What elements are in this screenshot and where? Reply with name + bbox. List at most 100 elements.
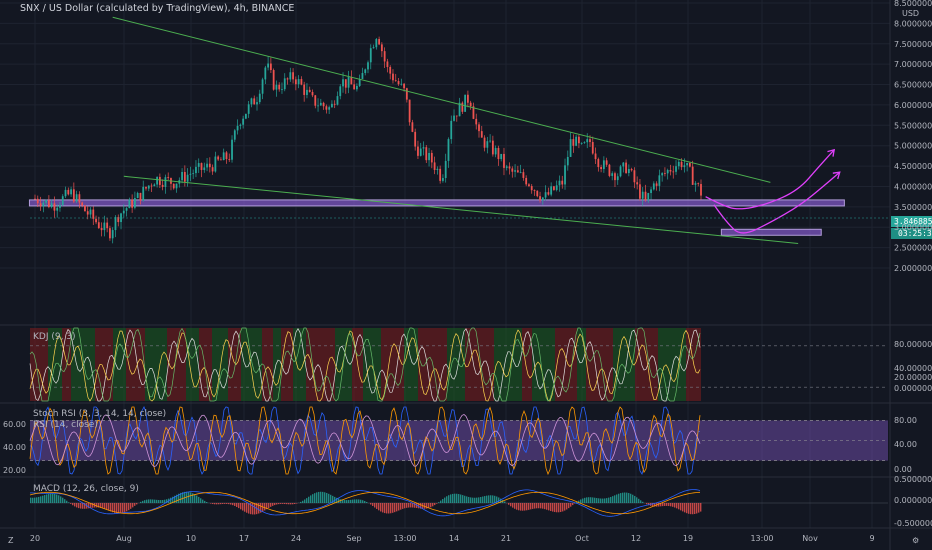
auto-scale-icon[interactable]: ⚙ (912, 536, 919, 545)
kdj-background-band (30, 328, 48, 401)
candle-body (519, 172, 522, 173)
projection-arrowhead (832, 171, 841, 180)
time-tick-label: 13:00 (393, 534, 416, 543)
macd-histogram-bar (490, 495, 492, 503)
projection-paths[interactable] (705, 148, 841, 234)
candle-body (627, 169, 630, 174)
macd-histogram-bar (486, 495, 488, 503)
macd-histogram-bar (148, 499, 150, 503)
macd-histogram-bar (218, 503, 220, 505)
candle-body (569, 139, 572, 157)
macd-histogram-bar (278, 503, 280, 505)
macd-histogram-bar (76, 503, 78, 508)
stoch-rsi-pane[interactable] (29, 406, 888, 476)
macd-histogram-bar (360, 499, 362, 503)
macd-histogram-bar (682, 503, 684, 512)
macd-histogram-bar (640, 500, 642, 503)
candle-body (356, 85, 358, 90)
macd-histogram-bar (288, 503, 290, 505)
macd-histogram-bar (80, 503, 82, 509)
candle-body (145, 186, 147, 189)
candle-body (672, 171, 675, 173)
macd-histogram-bar (678, 503, 680, 510)
macd-histogram-bar (42, 495, 44, 503)
macd-histogram-bar (226, 503, 228, 504)
candle-body (528, 184, 530, 187)
macd-histogram-bar (372, 503, 374, 506)
macd-histogram-bar (508, 503, 510, 505)
macd-histogram-bar (176, 494, 178, 503)
macd-histogram-bar (308, 496, 310, 503)
candle-body (533, 190, 536, 191)
macd-histogram-bar (204, 500, 206, 503)
candle-body (306, 89, 308, 95)
zoom-icon[interactable]: Z (8, 536, 14, 545)
kdj-axis-ticks: 80.000000 40.00000020.000000 0.000000 (894, 340, 932, 393)
macd-histogram-bar (152, 499, 154, 503)
macd-histogram-bar (270, 503, 272, 507)
macd-histogram-bar (294, 503, 296, 505)
candle-body (616, 176, 619, 181)
candle-body (261, 79, 264, 94)
candle-body (483, 137, 486, 148)
macd-histogram-bar (526, 503, 528, 511)
trendlines[interactable] (112, 16, 799, 245)
macd-histogram-bar (530, 503, 532, 510)
macd-histogram-bar (600, 498, 602, 503)
price-pane[interactable] (28, 16, 890, 245)
macd-histogram-bar (312, 494, 314, 503)
candle-body (186, 174, 189, 182)
time-axis-ticks[interactable]: 20 Aug 10 17 24 Sep 13:00 14 21 Oct 12 19 13:00 Nov 9 (30, 534, 875, 543)
candle-body (42, 202, 45, 207)
kdj-tick-label: 80.000000 (894, 340, 932, 349)
macd-histogram-bar (402, 503, 404, 509)
candle-body (380, 44, 383, 52)
macd-histogram-bar (100, 503, 102, 508)
candle-body (458, 102, 461, 117)
macd-histogram-bar (456, 493, 458, 503)
macd-histogram-bar (388, 503, 390, 514)
macd-histogram-bar (56, 494, 58, 503)
kdj-j-line (29, 327, 701, 402)
candle-body (211, 167, 214, 172)
macd-histogram-bar (376, 503, 378, 509)
candle-body (372, 47, 375, 49)
macd-histogram-bar (450, 494, 452, 503)
macd-histogram-bar (534, 503, 536, 509)
macd-histogram-bar (202, 499, 204, 503)
macd-histogram-bar (78, 503, 80, 509)
macd-histogram-bar (190, 492, 192, 503)
macd-histogram-bar (630, 493, 632, 503)
macd-histogram-bar (664, 503, 666, 506)
kdj-pane[interactable] (29, 327, 888, 402)
macd-histogram-bar (396, 503, 398, 512)
candle-body (47, 200, 50, 208)
macd-pane[interactable] (29, 489, 888, 517)
macd-histogram-bar (276, 503, 278, 505)
candle-body (192, 173, 195, 174)
candle-body (464, 94, 467, 112)
macd-histogram-bar (102, 503, 104, 509)
kdj-background-band (293, 328, 306, 401)
macd-histogram-bar (428, 503, 430, 509)
candle-body (86, 211, 89, 215)
candle-body (417, 146, 419, 156)
macd-histogram-bar (390, 503, 392, 514)
candle-body (189, 173, 192, 175)
macd-histogram-bar (64, 499, 66, 503)
macd-histogram-bar (696, 503, 698, 514)
candle-body (455, 115, 458, 117)
macd-histogram-bar (680, 503, 682, 511)
macd-histogram-bar (214, 503, 216, 505)
macd-histogram-bar (174, 495, 176, 503)
stoch-right-tick-label: 80.00 (894, 416, 917, 425)
candle-body (208, 163, 211, 168)
candle-body (181, 172, 183, 181)
candle-body (605, 160, 608, 165)
candle-body (664, 173, 666, 174)
macd-tick-label: -0.500000 (894, 519, 932, 528)
support-zones[interactable] (28, 199, 845, 236)
